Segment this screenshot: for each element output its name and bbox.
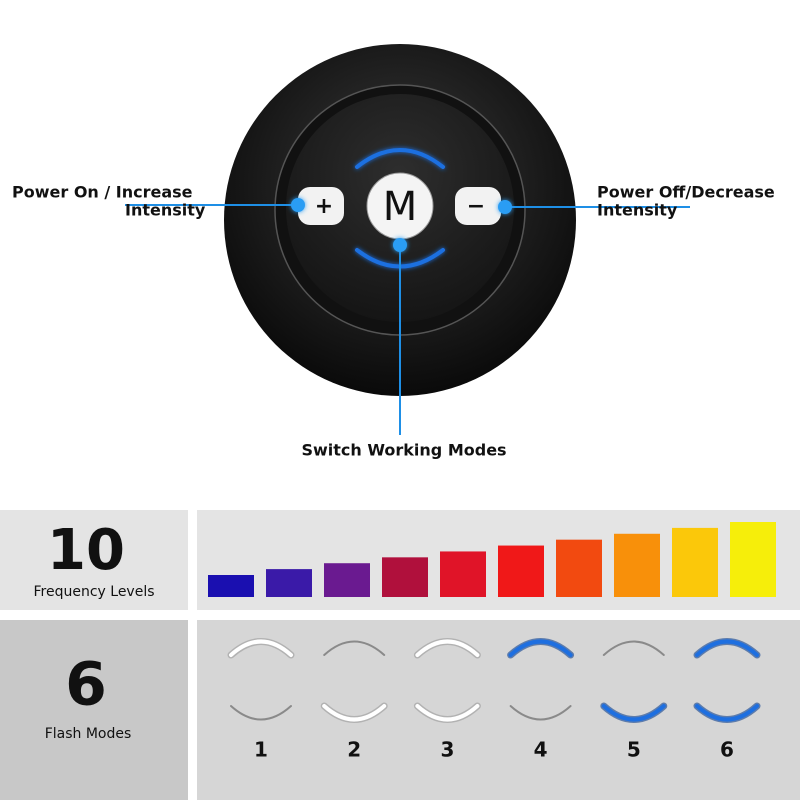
mode-arc: [323, 640, 386, 656]
left-callout: Power On / Increase: [12, 183, 193, 202]
mode-number: 4: [534, 738, 548, 762]
level-bar: [730, 522, 776, 597]
mode-arc: [415, 704, 480, 722]
level-bar: [382, 557, 428, 597]
flash-count: 6: [65, 650, 107, 720]
plus-button[interactable]: [298, 187, 344, 225]
left-callout: Intensity: [125, 201, 206, 220]
level-bar: [498, 545, 544, 597]
mode-number: 2: [347, 738, 361, 762]
flash-label: Flash Modes: [45, 726, 132, 742]
callout-lines: [125, 204, 690, 435]
mode-arc: [415, 639, 480, 657]
minus-button[interactable]: [455, 187, 501, 225]
mode-arc: [695, 639, 759, 657]
mode-arc: [602, 640, 665, 656]
mode-arc: [229, 639, 293, 657]
mode-arc: [601, 704, 666, 722]
right-callout: Intensity: [597, 201, 678, 220]
mode-number: 6: [720, 738, 734, 762]
mode-arc: [230, 705, 292, 721]
minus-label: −: [467, 194, 485, 219]
level-bar: [614, 533, 660, 597]
callout-dots: [291, 198, 512, 252]
level-bar: [556, 539, 602, 597]
mode-number: 1: [254, 738, 268, 762]
mode-label: M: [383, 184, 418, 230]
frequency-count: 10: [47, 518, 125, 583]
panel: [0, 620, 188, 800]
bottom-callout: Switch Working Modes: [301, 441, 506, 460]
mode-number: 5: [627, 738, 641, 762]
panel: [0, 510, 188, 610]
level-bar: [672, 527, 718, 597]
mode-arc: [509, 705, 572, 721]
level-bar: [266, 569, 312, 597]
mode-arc: [322, 704, 387, 722]
level-bar: [208, 575, 254, 597]
level-bar: [324, 563, 370, 597]
frequency-label: Frequency Levels: [33, 584, 154, 600]
plus-label: +: [315, 194, 333, 219]
mode-arc: [508, 639, 573, 657]
mode-number: 3: [440, 738, 454, 762]
right-callout: Power Off/Decrease: [597, 183, 775, 202]
level-bar: [440, 551, 486, 597]
mode-arc: [695, 704, 759, 722]
indicator-arc: [355, 148, 445, 169]
